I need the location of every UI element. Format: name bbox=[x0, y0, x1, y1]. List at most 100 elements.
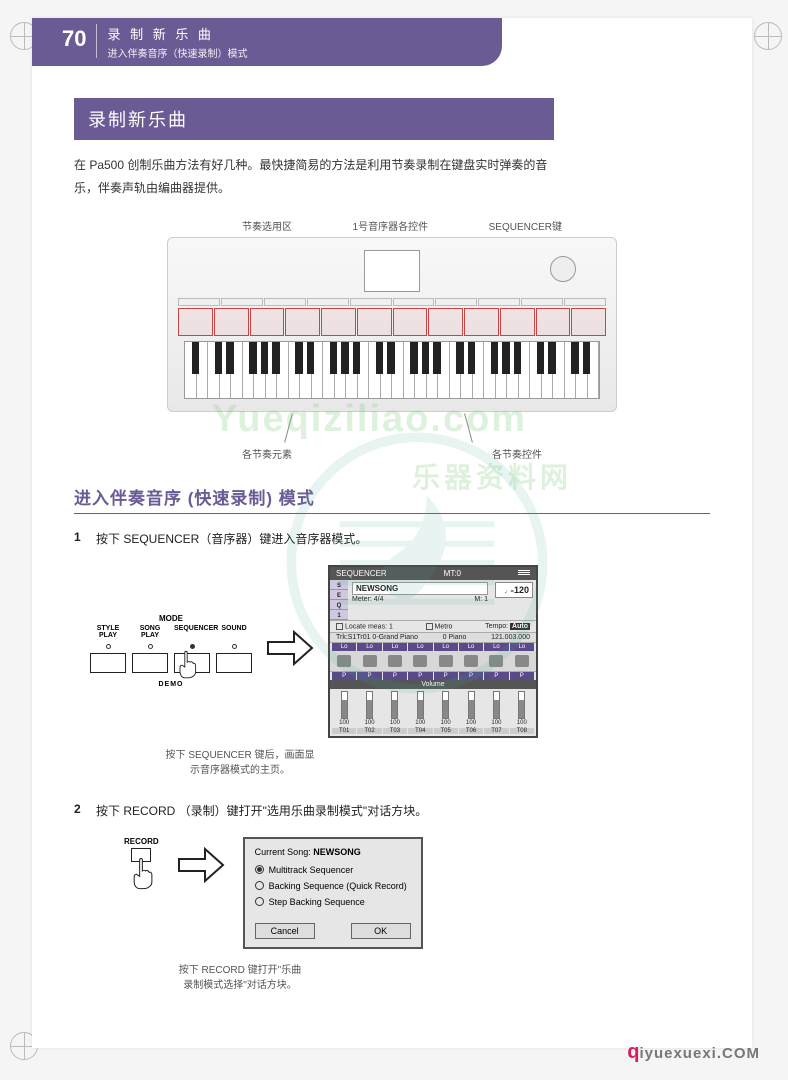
seq-p-status[interactable]: P bbox=[383, 672, 407, 680]
dialog-option-backing[interactable]: Backing Sequence (Quick Record) bbox=[255, 881, 411, 891]
subsection-heading: 进入伴奏音序 (快速录制) 模式 bbox=[74, 484, 710, 514]
hand-pointer-icon bbox=[174, 649, 198, 679]
seq-status[interactable]: Lo bbox=[383, 643, 407, 651]
kb-label-bot-1: 各节奏元素 bbox=[242, 446, 292, 461]
seq-p-status[interactable]: P bbox=[408, 672, 432, 680]
header-divider bbox=[96, 24, 97, 58]
instrument-icon[interactable] bbox=[510, 653, 534, 669]
seq-status[interactable]: Lo bbox=[357, 643, 381, 651]
step-text: 按下 SEQUENCER（音序器）键进入音序器模式。 bbox=[96, 530, 367, 547]
seq-locate-label: Locate meas: 1 bbox=[345, 623, 393, 630]
kb-label-top-1: 节奏选用区 bbox=[242, 218, 292, 233]
seq-side-item: S bbox=[330, 580, 348, 590]
mode-button-song-play[interactable] bbox=[132, 653, 168, 673]
seq-instrument-icons bbox=[330, 651, 536, 672]
kb-label-bot-2: 各节奏控件 bbox=[492, 446, 542, 461]
header-title: 录 制 新 乐 曲 bbox=[107, 24, 247, 43]
seq-p-status[interactable]: P bbox=[459, 672, 483, 680]
step-text: 按下 RECORD （录制）键打开"选用乐曲录制模式"对话方块。 bbox=[96, 802, 427, 819]
seq-tempo-box: ♩=120 bbox=[492, 580, 536, 620]
seq-status[interactable]: Lo bbox=[459, 643, 483, 651]
seq-fader[interactable]: 100 bbox=[434, 691, 458, 726]
mode-led bbox=[90, 641, 126, 651]
seq-measure: M: 1 bbox=[474, 596, 488, 603]
sequencer-screen: SEQUENCER MT:0 S E Q 1 NEWSONG Meter: 4/… bbox=[328, 565, 538, 738]
mode-button-style-play[interactable] bbox=[90, 653, 126, 673]
section-title: 录制新乐曲 bbox=[74, 98, 554, 140]
seq-p-status[interactable]: P bbox=[434, 672, 458, 680]
kb-pointer-line bbox=[464, 413, 473, 442]
seq-status[interactable]: Lo bbox=[434, 643, 458, 651]
seq-p-status[interactable]: P bbox=[332, 672, 356, 680]
seq-p-status[interactable]: P bbox=[357, 672, 381, 680]
dialog-option-step[interactable]: Step Backing Sequence bbox=[255, 897, 411, 907]
dialog-title: Current Song: NEWSONG bbox=[255, 847, 411, 857]
mode-panel: MODE STYLE PLAY SONG PLAY SEQUENCER SOUN… bbox=[90, 614, 252, 688]
kb-dial bbox=[550, 256, 576, 282]
seq-tempo-mode-label: Tempo: bbox=[485, 623, 508, 630]
seq-track-tab[interactable]: T01 bbox=[332, 728, 356, 734]
instrument-icon[interactable] bbox=[408, 653, 432, 669]
intro-line1: 在 Pa500 创制乐曲方法有好几种。最快捷简易的方法是利用节奏录制在键盘实时弹… bbox=[74, 158, 547, 172]
radio-icon-selected bbox=[255, 865, 264, 874]
ok-button[interactable]: OK bbox=[351, 923, 411, 939]
seq-fader[interactable]: 100 bbox=[332, 691, 356, 726]
mode-button-sound[interactable] bbox=[216, 653, 252, 673]
seq-status-row: Lo Lo Lo Lo Lo Lo Lo Lo bbox=[330, 643, 536, 651]
seq-fader[interactable]: 100 bbox=[408, 691, 432, 726]
seq-fader[interactable]: 100 bbox=[357, 691, 381, 726]
dialog-option-multitrack[interactable]: Multitrack Sequencer bbox=[255, 865, 411, 875]
hand-pointer-icon bbox=[127, 856, 155, 890]
seq-track-tab[interactable]: T02 bbox=[357, 728, 381, 734]
seq-fader[interactable]: 100 bbox=[510, 691, 534, 726]
seq-status[interactable]: Lo bbox=[484, 643, 508, 651]
seq-fader[interactable]: 100 bbox=[484, 691, 508, 726]
seq-track-tab[interactable]: T07 bbox=[484, 728, 508, 734]
menu-icon[interactable] bbox=[518, 569, 530, 578]
arrow-icon bbox=[266, 630, 314, 673]
instrument-icon[interactable] bbox=[357, 653, 381, 669]
seq-side-item: Q bbox=[330, 600, 348, 610]
checkbox-locate[interactable] bbox=[336, 623, 343, 630]
seq-status[interactable]: Lo bbox=[510, 643, 534, 651]
seq-tempo-mode[interactable]: Auto bbox=[510, 623, 530, 630]
seq-track-tab[interactable]: T06 bbox=[459, 728, 483, 734]
seq-fader[interactable]: 100 bbox=[383, 691, 407, 726]
seq-p-status[interactable]: P bbox=[484, 672, 508, 680]
seq-main-info: NEWSONG Meter: 4/4 M: 1 bbox=[348, 580, 492, 620]
seq-song-name[interactable]: NEWSONG bbox=[352, 582, 488, 595]
mode-title: MODE bbox=[159, 614, 183, 623]
instrument-icon[interactable] bbox=[484, 653, 508, 669]
seq-titlebar: SEQUENCER MT:0 bbox=[330, 567, 536, 580]
page-number: 70 bbox=[62, 24, 86, 52]
figure-caption-1: 按下 SEQUENCER 键后，画面显 示音序器模式的主页。 bbox=[160, 748, 320, 778]
kb-button-row-upper bbox=[178, 298, 606, 306]
cancel-button[interactable]: Cancel bbox=[255, 923, 315, 939]
seq-p-status[interactable]: P bbox=[510, 672, 534, 680]
seq-trk-num: 121.003.000 bbox=[491, 634, 530, 641]
caption-line: 示音序器模式的主页。 bbox=[190, 765, 290, 776]
seq-track-tab[interactable]: T04 bbox=[408, 728, 432, 734]
seq-sidebar: S E Q 1 bbox=[330, 580, 348, 620]
instrument-icon[interactable] bbox=[459, 653, 483, 669]
instrument-icon[interactable] bbox=[434, 653, 458, 669]
seq-track-tab[interactable]: T03 bbox=[383, 728, 407, 734]
checkbox-metro[interactable] bbox=[426, 623, 433, 630]
intro-line2: 乐，伴奏声轨由编曲器提供。 bbox=[74, 181, 230, 195]
content-area: 录制新乐曲 在 Pa500 创制乐曲方法有好几种。最快捷简易的方法是利用节奏录制… bbox=[32, 98, 752, 993]
record-mode-dialog: Current Song: NEWSONG Multitrack Sequenc… bbox=[243, 837, 423, 949]
instrument-icon[interactable] bbox=[332, 653, 356, 669]
step-number: 1 bbox=[74, 530, 86, 547]
seq-fader[interactable]: 100 bbox=[459, 691, 483, 726]
seq-status[interactable]: Lo bbox=[408, 643, 432, 651]
seq-track-tab[interactable]: T08 bbox=[510, 728, 534, 734]
seq-side-item: 1 bbox=[330, 610, 348, 620]
instrument-icon[interactable] bbox=[383, 653, 407, 669]
mode-label: STYLE PLAY bbox=[90, 625, 126, 639]
footer-domain: iyuexuexi.COM bbox=[639, 1045, 760, 1062]
seq-volume-header: Volume bbox=[330, 680, 536, 689]
seq-tempo-value[interactable]: 120 bbox=[514, 585, 529, 595]
seq-track-tab[interactable]: T05 bbox=[434, 728, 458, 734]
seq-locate-row: Locate meas: 1 Metro Tempo: Auto bbox=[330, 621, 536, 633]
seq-status[interactable]: Lo bbox=[332, 643, 356, 651]
